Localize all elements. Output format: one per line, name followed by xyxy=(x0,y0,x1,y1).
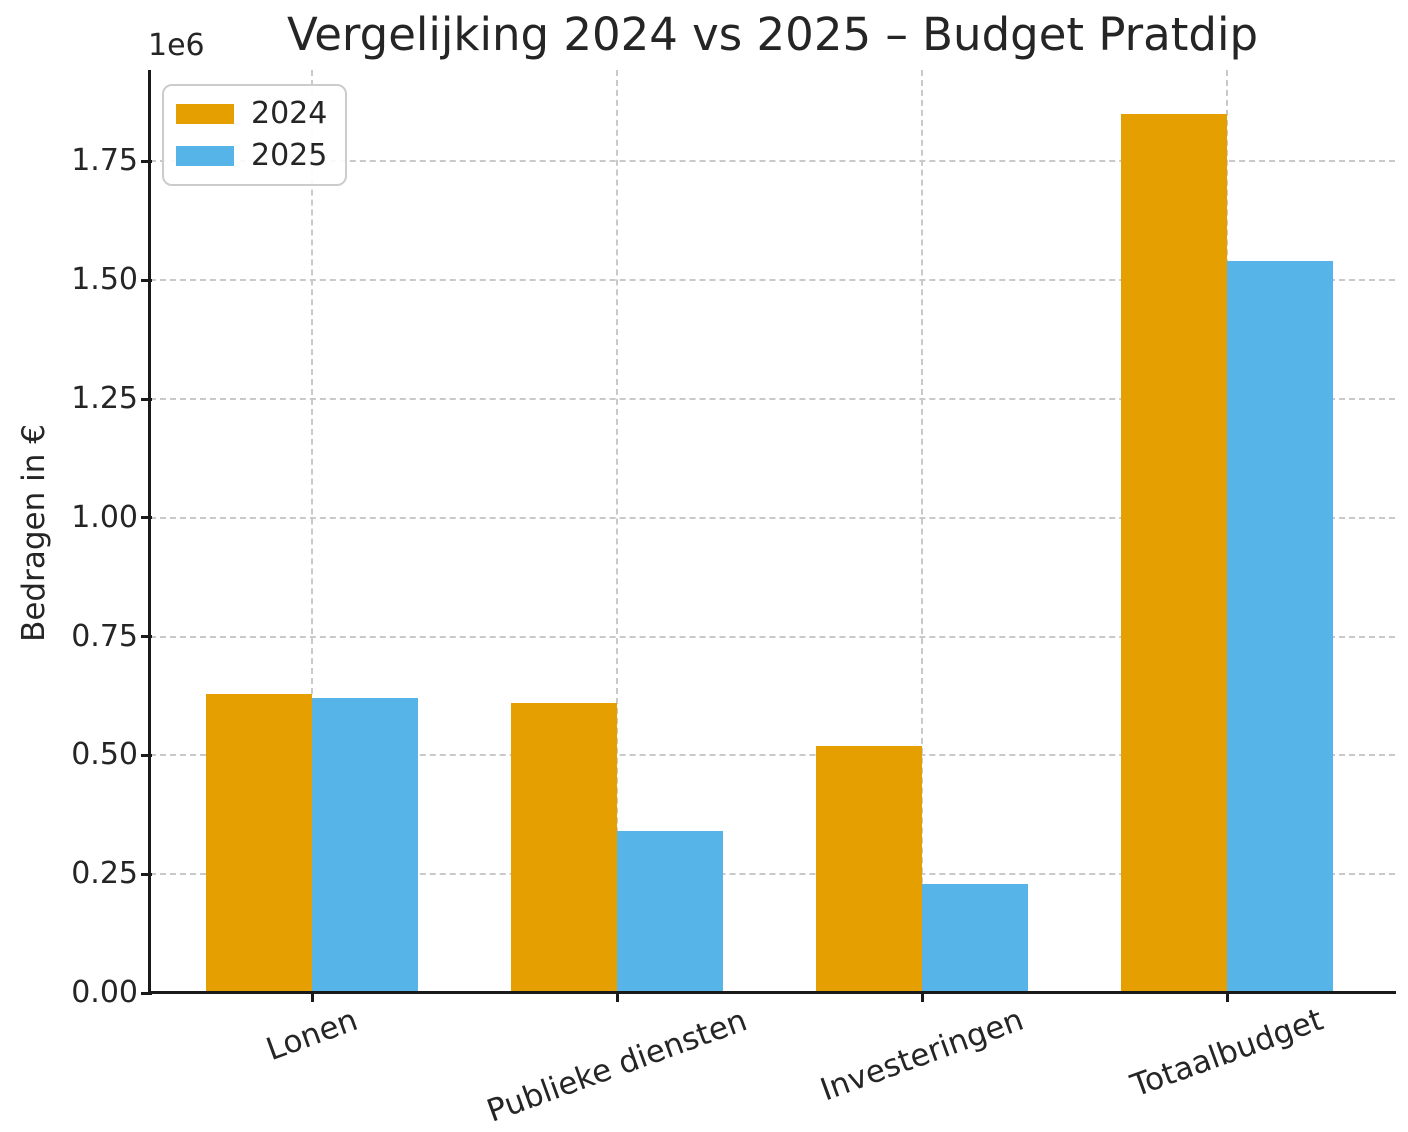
legend-label-2025: 2025 xyxy=(251,138,328,173)
v-gridline-publieke-diensten xyxy=(616,70,618,993)
bar-2025-publieke-diensten xyxy=(617,831,723,993)
v-gridline-investeringen xyxy=(921,70,923,993)
bar-2025-lonen xyxy=(312,698,418,993)
y-tick-mark-1.50 xyxy=(141,278,152,282)
legend: 2024 2025 xyxy=(162,84,348,186)
h-gridline-0.75 xyxy=(150,635,1395,638)
y-tick-mark-0.50 xyxy=(141,753,152,757)
y-tick-label-1.25: 1.25 xyxy=(71,381,138,417)
y-tick-mark-0.75 xyxy=(141,635,152,639)
x-tick-label-lonen: Lonen xyxy=(261,1001,363,1068)
legend-label-2024: 2024 xyxy=(251,96,328,131)
y-tick-label-0.00: 0.00 xyxy=(71,975,138,1010)
h-gridline-1.50 xyxy=(150,279,1395,282)
h-gridline-1.25 xyxy=(150,398,1395,401)
x-tick-label-totaalbudget: Totaalbudget xyxy=(1126,1001,1328,1105)
x-tick-mark-totaalbudget xyxy=(1225,992,1229,1002)
y-tick-mark-1.75 xyxy=(141,159,152,163)
y-axis-offset-label: 1e6 xyxy=(148,28,205,63)
bar-2025-investeringen xyxy=(922,883,1028,993)
y-tick-label-0.25: 0.25 xyxy=(71,856,138,892)
bar-2024-investeringen xyxy=(816,745,922,993)
x-tick-label-publieke-diensten: Publieke diensten xyxy=(482,1002,752,1130)
y-tick-mark-1.25 xyxy=(141,397,152,401)
legend-swatch-2024 xyxy=(176,104,234,124)
x-tick-mark-lonen xyxy=(310,992,314,1002)
legend-entry-2025: 2025 xyxy=(176,138,327,174)
h-gridline-0.25 xyxy=(150,873,1395,876)
y-tick-label-0.50: 0.50 xyxy=(71,737,138,773)
y-tick-label-1.00: 1.00 xyxy=(71,499,138,535)
bar-2024-lonen xyxy=(206,693,312,993)
y-axis-spine xyxy=(148,70,151,995)
y-tick-label-0.75: 0.75 xyxy=(71,618,138,654)
h-gridline-0.50 xyxy=(150,754,1395,757)
y-tick-mark-0.25 xyxy=(141,872,152,876)
bar-2024-totaalbudget xyxy=(1121,113,1227,993)
bar-2024-publieke-diensten xyxy=(511,703,617,993)
h-gridline-1.75 xyxy=(150,160,1395,163)
y-tick-mark-1.00 xyxy=(141,516,152,520)
x-axis-spine xyxy=(148,991,1396,994)
legend-swatch-2025 xyxy=(176,146,234,166)
x-tick-mark-publieke-diensten xyxy=(615,992,619,1002)
v-gridline-lonen xyxy=(311,70,313,993)
x-tick-mark-investeringen xyxy=(920,992,924,1002)
h-gridline-1.00 xyxy=(150,516,1395,519)
plot-area xyxy=(150,70,1395,993)
x-tick-label-investeringen: Investeringen xyxy=(815,1001,1029,1109)
chart-title: Vergelijking 2024 vs 2025 – Budget Pratd… xyxy=(286,8,1259,61)
y-tick-label-1.75: 1.75 xyxy=(71,143,138,179)
y-tick-label-1.50: 1.50 xyxy=(71,262,138,298)
legend-entry-2024: 2024 xyxy=(176,96,327,132)
y-tick-mark-0.00 xyxy=(141,991,152,995)
bar-2025-totaalbudget xyxy=(1227,261,1333,993)
